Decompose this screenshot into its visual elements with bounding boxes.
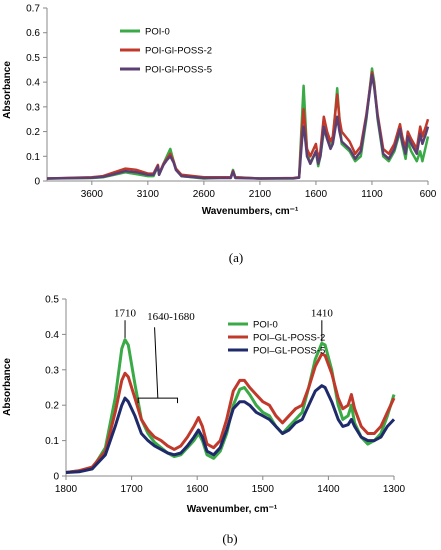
x-tick-label: 3600	[81, 189, 104, 200]
y-tick-label: 0.3	[45, 365, 59, 376]
x-tick-label: 1700	[120, 484, 143, 495]
series-line-2	[65, 352, 396, 474]
x-axis-ticks: 3600 3100 2600 2100 1600 1100 600	[81, 181, 437, 200]
x-tick-label: 2600	[193, 189, 216, 200]
legend-label: POI–GL-POSS-2	[253, 333, 325, 344]
range-bracket	[137, 327, 179, 404]
legend-label: POI–GL-POSS-5	[253, 346, 325, 357]
y-tick-label: 0.7	[26, 4, 40, 15]
x-tick-label: 3100	[137, 189, 160, 200]
legend-label: POI-0	[145, 27, 170, 38]
legend-label: POI-Gl-POSS-2	[145, 46, 212, 57]
series-lines	[46, 67, 430, 180]
x-tick-label: 1600	[305, 189, 328, 200]
series-line-3	[46, 73, 430, 180]
series-line-3	[65, 384, 396, 474]
panel-label: (b)	[222, 531, 237, 546]
legend-label: POI-0	[253, 320, 278, 331]
series-lines	[65, 338, 396, 474]
peak-annotations: 1710 1640-1680 1410	[114, 308, 334, 404]
y-tick-label: 0.1	[26, 152, 40, 163]
x-tick-label: 1800	[55, 484, 78, 495]
y-tick-label: 0.5	[26, 53, 40, 64]
y-axis-label: Absorbance	[2, 61, 13, 119]
y-tick-label: 0.3	[26, 102, 40, 113]
x-tick-label: 600	[420, 189, 437, 200]
y-tick-label: 0.2	[45, 401, 59, 412]
y-tick-label: 0.5	[45, 295, 59, 306]
x-axis-ticks: 1800 1700 1600 1500 1400 1300	[55, 476, 406, 495]
y-tick-label: 0.4	[45, 330, 59, 341]
y-tick-label: 0	[53, 472, 59, 483]
x-tick-label: 1100	[361, 189, 383, 200]
annotation-label: 1410	[311, 308, 334, 320]
annotation-label: 1710	[114, 308, 137, 320]
annotation-label: 1640-1680	[147, 311, 195, 323]
y-axis-ticks: 0 0.1 0.2 0.3 0.4 0.5	[45, 295, 66, 483]
y-tick-label: 0.1	[45, 436, 59, 447]
y-axis-ticks: 0 0.1 0.2 0.3 0.4 0.5 0.6 0.7	[26, 4, 47, 188]
chart-panel-a: 0 0.1 0.2 0.3 0.4 0.5 0.6 0.7 3600 3100 2600 2100 1…	[2, 4, 437, 266]
legend: POI-0 POI–GL-POSS-2 POI–GL-POSS-5	[228, 320, 325, 357]
legend: POI-0 POI-Gl-POSS-2 POI-Gl-POSS-5	[120, 27, 212, 76]
y-tick-label: 0	[34, 177, 40, 188]
y-tick-label: 0.2	[26, 127, 40, 138]
y-axis-label: Absorbance	[2, 358, 13, 416]
x-axis-label: Wavenumber, cm⁻¹	[187, 504, 278, 515]
x-tick-label: 1600	[186, 484, 209, 495]
x-tick-label: 1500	[252, 484, 275, 495]
x-tick-label: 2100	[249, 189, 272, 200]
x-tick-label: 1300	[383, 484, 406, 495]
legend-label: POI-Gl-POSS-5	[145, 65, 212, 76]
y-tick-label: 0.6	[26, 28, 40, 39]
y-tick-label: 0.4	[26, 78, 40, 89]
panel-label: (a)	[229, 250, 243, 265]
chart-panel-b: 0 0.1 0.2 0.3 0.4 0.5 1800 1700 1600 1500 1400 130…	[2, 295, 406, 547]
x-tick-label: 1400	[317, 484, 340, 495]
x-axis-label: Wavenumbers, cm⁻¹	[202, 206, 299, 217]
